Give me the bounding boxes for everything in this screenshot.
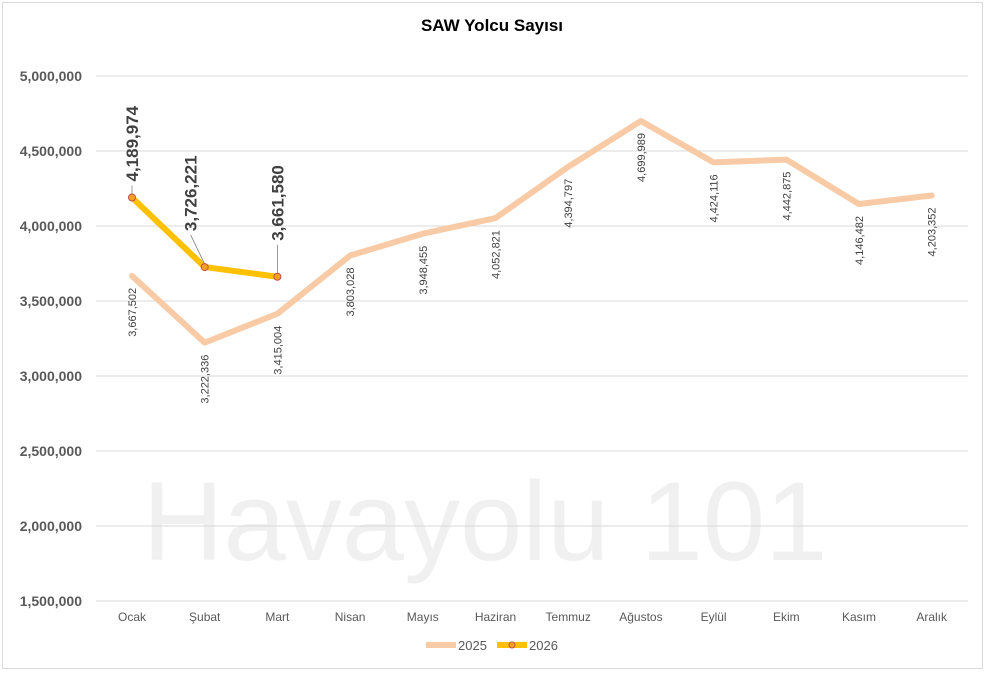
x-tick-label: Haziran: [475, 610, 516, 624]
x-tick-label: Ekim: [773, 610, 800, 624]
chart-title: SAW Yolcu Sayısı: [421, 16, 563, 35]
data-label-2025: 4,052,821: [491, 230, 503, 279]
x-tick-label: Ağustos: [619, 610, 662, 624]
y-tick-label: 4,500,000: [20, 143, 82, 159]
y-tick-label: 1,500,000: [20, 593, 82, 609]
x-tick-label: Eylül: [701, 610, 727, 624]
series-2025-line: [129, 118, 935, 346]
watermark: Havayolu 101: [143, 459, 828, 584]
data-label-2025: 3,415,004: [272, 326, 284, 375]
y-tick-label: 3,500,000: [20, 293, 82, 309]
x-tick-label: Kasım: [842, 610, 876, 624]
legend-marker-2026: [508, 641, 516, 649]
data-label-2025: 4,699,989: [636, 133, 648, 182]
x-tick-label: Aralık: [916, 610, 948, 624]
data-label-2026: 4,189,974: [123, 105, 142, 181]
data-label-2025: 4,424,116: [709, 174, 721, 222]
data-point-2026: [273, 272, 282, 281]
data-label-2026: 3,661,580: [268, 165, 287, 241]
x-tick-label: Ocak: [118, 610, 147, 624]
y-tick-label: 5,000,000: [20, 68, 82, 84]
y-tick-label: 4,000,000: [20, 218, 82, 234]
data-point-2026: [128, 193, 136, 202]
y-tick-label: 2,500,000: [20, 443, 82, 459]
data-label-2025: 4,203,352: [927, 207, 939, 256]
legend-label-2026: 2026: [529, 638, 558, 653]
x-tick-label: Şubat: [189, 610, 221, 624]
data-point-2026: [200, 263, 209, 272]
x-tick-label: Nisan: [335, 610, 366, 624]
data-label-2025: 3,222,336: [200, 355, 212, 404]
data-label-2025: 4,394,797: [563, 179, 575, 228]
y-tick-label: 3,000,000: [20, 368, 82, 384]
legend-label-2025: 2025: [458, 638, 487, 653]
x-tick-label: Mayıs: [407, 610, 439, 624]
data-label-2025: 3,948,455: [418, 246, 430, 295]
y-tick-label: 2,000,000: [20, 518, 82, 534]
x-tick-label: Mart: [265, 610, 290, 624]
x-tick-label: Temmuz: [546, 610, 591, 624]
data-label-2025: 3,803,028: [345, 268, 357, 317]
data-label-2025: 4,146,482: [854, 216, 866, 265]
data-label-2025: 3,667,502: [127, 288, 139, 337]
data-label-2025: 4,442,875: [781, 172, 793, 221]
leader-line: [190, 234, 206, 265]
data-label-2026: 3,726,221: [182, 155, 201, 231]
